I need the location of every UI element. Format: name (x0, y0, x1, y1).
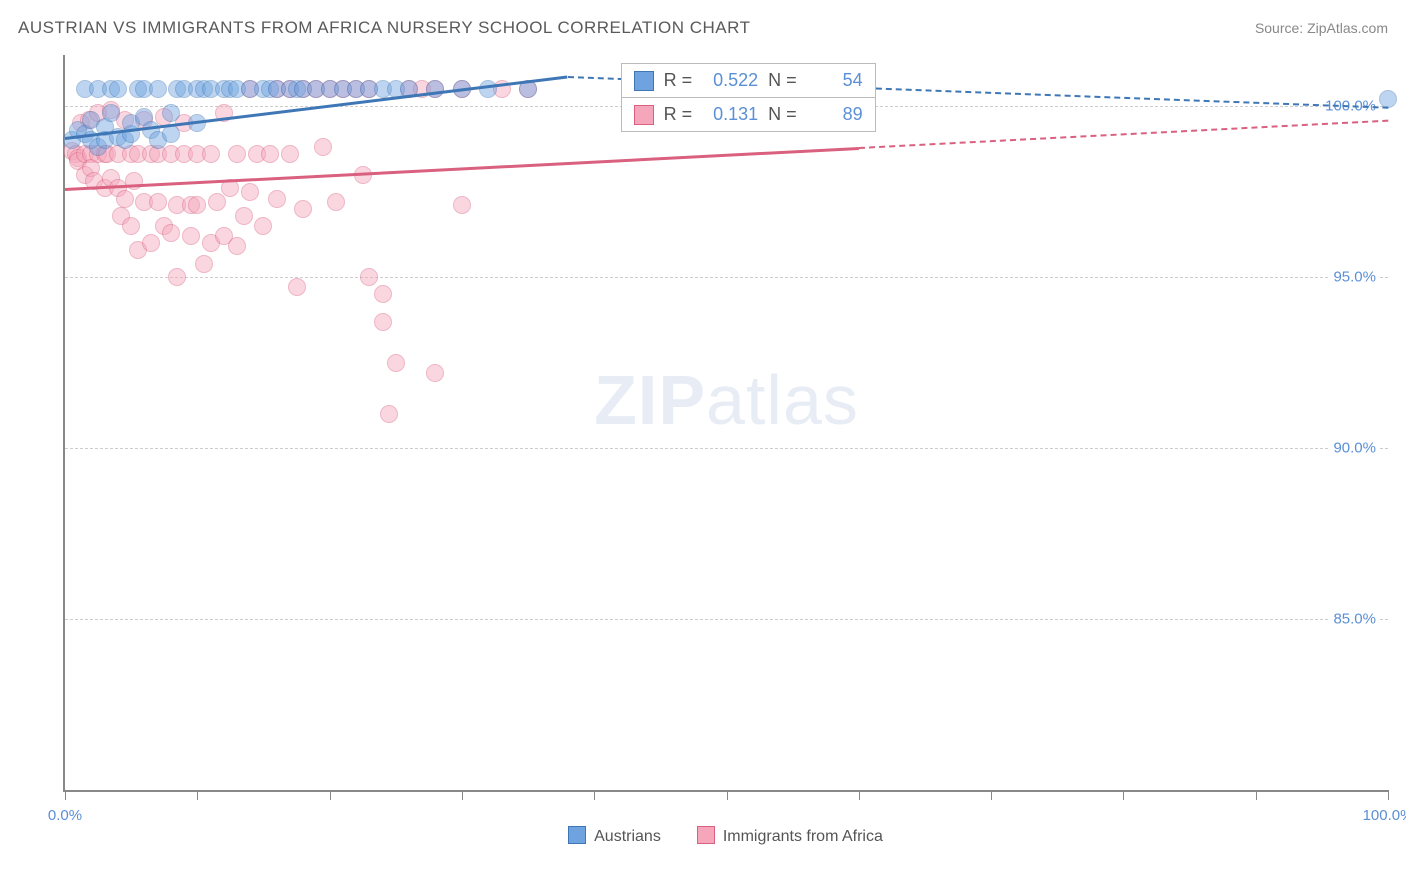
data-point (125, 172, 143, 190)
xtick (727, 790, 728, 800)
watermark: ZIPatlas (594, 360, 859, 440)
data-point (102, 104, 120, 122)
xtick (991, 790, 992, 800)
data-point (360, 268, 378, 286)
xtick (65, 790, 66, 800)
gridline-h (65, 277, 1388, 278)
stat-R-value: 0.522 (702, 70, 758, 91)
data-point (254, 217, 272, 235)
xtick (594, 790, 595, 800)
legend-item: Austrians (568, 826, 661, 846)
data-point (268, 190, 286, 208)
data-point (294, 200, 312, 218)
data-point (426, 364, 444, 382)
watermark-bold: ZIP (594, 361, 706, 439)
data-point (453, 196, 471, 214)
data-point (228, 237, 246, 255)
stat-legend-row: R = 0.522 N = 54 (621, 63, 876, 98)
data-point (208, 193, 226, 211)
data-point (162, 104, 180, 122)
chart-header: AUSTRIAN VS IMMIGRANTS FROM AFRICA NURSE… (18, 18, 1388, 38)
data-point (116, 190, 134, 208)
bottom-legend: Austrians Immigrants from Africa (63, 826, 1388, 846)
data-point (380, 405, 398, 423)
ytick-label: 95.0% (1329, 269, 1380, 286)
series-swatch (634, 105, 654, 125)
series-swatch (697, 826, 715, 844)
data-point (235, 207, 253, 225)
data-point (109, 80, 127, 98)
xtick (859, 790, 860, 800)
series-swatch (568, 826, 586, 844)
gridline-h (65, 448, 1388, 449)
data-point (162, 224, 180, 242)
xtick-label: 0.0% (48, 807, 82, 824)
legend-item: Immigrants from Africa (697, 826, 883, 846)
stat-N-label: N = (768, 70, 797, 91)
data-point (261, 145, 279, 163)
data-point (122, 217, 140, 235)
data-point (241, 183, 259, 201)
data-point (288, 278, 306, 296)
data-point (182, 227, 200, 245)
series-swatch (634, 71, 654, 91)
data-point (149, 193, 167, 211)
xtick (197, 790, 198, 800)
data-point (387, 354, 405, 372)
watermark-rest: atlas (706, 361, 859, 439)
stat-R-label: R = (664, 70, 693, 91)
chart-title: AUSTRIAN VS IMMIGRANTS FROM AFRICA NURSE… (18, 18, 750, 38)
gridline-h (65, 619, 1388, 620)
ytick-label: 85.0% (1329, 611, 1380, 628)
stat-R-value: 0.131 (702, 104, 758, 125)
xtick (1388, 790, 1389, 800)
data-point (202, 145, 220, 163)
data-point (374, 285, 392, 303)
data-point (188, 196, 206, 214)
data-point (426, 80, 444, 98)
data-point (195, 255, 213, 273)
data-point (314, 138, 332, 156)
ytick-label: 90.0% (1329, 440, 1380, 457)
source-label: Source: ZipAtlas.com (1255, 20, 1388, 36)
data-point (281, 145, 299, 163)
xtick (330, 790, 331, 800)
trend-line-dashed (859, 120, 1388, 149)
data-point (142, 234, 160, 252)
xtick (1123, 790, 1124, 800)
data-point (479, 80, 497, 98)
stat-legend-row: R = 0.131 N = 89 (621, 97, 876, 132)
xtick-label: 100.0% (1363, 807, 1406, 824)
data-point (327, 193, 345, 211)
data-point (374, 313, 392, 331)
xtick (1256, 790, 1257, 800)
stat-R-label: R = (664, 104, 693, 125)
xtick (462, 790, 463, 800)
stat-N-label: N = (768, 104, 797, 125)
data-point (168, 268, 186, 286)
stat-N-value: 89 (807, 104, 863, 125)
data-point (149, 80, 167, 98)
plot-area: ZIPatlas 85.0%90.0%95.0%100.0%0.0%100.0%… (63, 55, 1388, 792)
chart-container: Nursery School ZIPatlas 85.0%90.0%95.0%1… (18, 55, 1388, 852)
data-point (228, 145, 246, 163)
stat-N-value: 54 (807, 70, 863, 91)
